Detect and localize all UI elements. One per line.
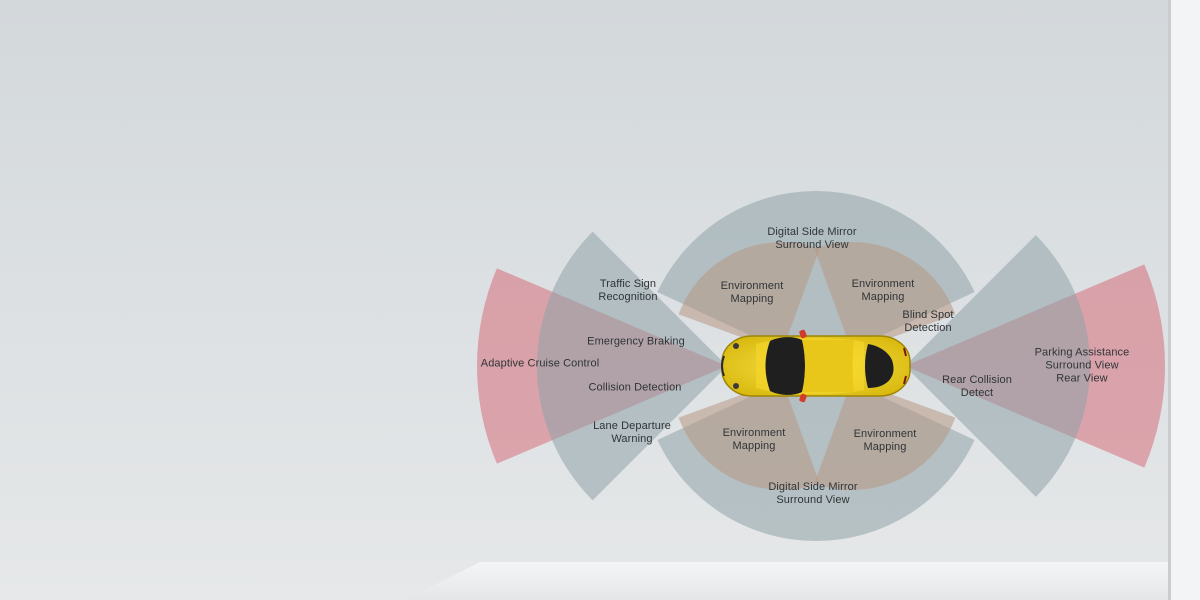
env-top-left-sector: [678, 241, 820, 352]
label-line: Mapping: [732, 440, 776, 452]
car-top-view: [721, 329, 911, 403]
label-line: Surround View: [1045, 359, 1119, 372]
label-line: Warning: [611, 433, 653, 445]
label-traffic-sign: Traffic Sign Recognition: [598, 278, 657, 304]
label-line: Environment: [720, 280, 784, 292]
right-pillar-edge: [1168, 0, 1171, 600]
label-line: Surround View: [775, 239, 849, 251]
label-adaptive-cruise: Adaptive Cruise Control: [481, 358, 599, 371]
label-digital-side-mirror-top: Digital Side Mirror Surround View: [767, 226, 856, 252]
label-line: Digital Side Mirror: [768, 481, 858, 493]
label-env-top-left: Environment Mapping: [721, 280, 784, 306]
label-line: Environment: [853, 428, 917, 440]
label-blind-spot: Blind Spot Detection: [902, 309, 953, 335]
label-rear-collision: Rear Collision Detect: [942, 374, 1012, 400]
label-lane-departure: Lane Departure Warning: [593, 420, 671, 446]
label-collision-detection: Collision Detection: [589, 382, 682, 395]
label-line: Environment: [851, 278, 915, 290]
label-emergency-braking: Emergency Braking: [587, 336, 685, 349]
label-env-top-right: Environment Mapping: [852, 278, 915, 304]
label-line: Emergency Braking: [587, 335, 685, 348]
label-line: Detection: [904, 322, 952, 334]
label-line: Rear View: [1056, 372, 1108, 385]
env-top-right-sector: [814, 242, 956, 352]
label-line: Detect: [960, 387, 994, 399]
label-line: Adaptive Cruise Control: [480, 357, 600, 370]
right-pillar: [1168, 0, 1200, 600]
label-env-bottom-right: Environment Mapping: [854, 428, 917, 454]
label-line: Digital Side Mirror: [767, 226, 857, 238]
label-digital-side-mirror-bottom: Digital Side Mirror Surround View: [768, 481, 857, 507]
floor: [405, 562, 1168, 600]
label-line: Blind Spot: [902, 309, 954, 321]
label-parking-assist: Parking Assistance Surround View Rear View: [1035, 347, 1130, 386]
label-line: Collision Detection: [588, 381, 682, 394]
label-line: Surround View: [776, 494, 850, 506]
label-line: Rear Collision: [942, 374, 1012, 386]
coverage-sectors: [477, 190, 1165, 541]
env-bottom-left-sector: [678, 380, 820, 490]
env-bottom-right-sector: [814, 380, 956, 490]
front-mid-range-sector: [537, 231, 727, 501]
label-line: Mapping: [863, 441, 907, 453]
label-env-bottom-left: Environment Mapping: [723, 427, 786, 453]
label-line: Recognition: [598, 291, 658, 303]
label-line: Mapping: [730, 293, 774, 305]
label-line: Mapping: [861, 291, 905, 303]
label-line: Traffic Sign: [599, 278, 657, 290]
label-line: Environment: [722, 427, 786, 439]
label-line: Parking Assistance: [1034, 346, 1130, 359]
label-line: Lane Departure: [593, 420, 671, 432]
rear-mid-range-sector: [905, 235, 1090, 497]
